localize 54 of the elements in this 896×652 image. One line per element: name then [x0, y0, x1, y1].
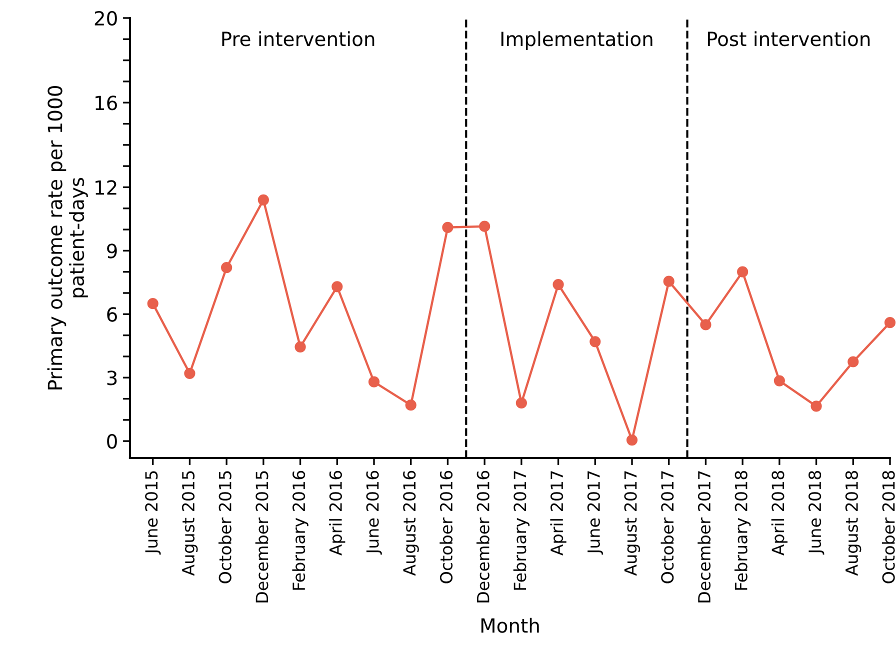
- x-tick-label: August 2017: [624, 471, 640, 576]
- x-tick-label: February 2018: [734, 470, 751, 590]
- point: [884, 317, 896, 328]
- x-tick-label: October 2016: [440, 470, 453, 584]
- y-tick-label: 0: [107, 434, 117, 449]
- x-tick-label: August 2018: [845, 470, 862, 576]
- y-tick-label: 3: [107, 370, 117, 386]
- point: [184, 368, 196, 379]
- x-tick-label: February 2017: [513, 471, 530, 590]
- annotation: Post intervention: [708, 31, 870, 46]
- x-tick-label: December 2016: [476, 470, 490, 602]
- point: [405, 400, 416, 411]
- point: [294, 341, 306, 352]
- y-tick-label: 6: [107, 307, 117, 322]
- point: [368, 376, 380, 388]
- y-tick-label: 20: [94, 10, 117, 26]
- point: [737, 266, 748, 278]
- point: [332, 281, 343, 292]
- x-tick-label: June 2018: [808, 470, 824, 555]
- point: [442, 222, 454, 233]
- point: [479, 220, 490, 232]
- x-tick-label: October 2018: [882, 470, 895, 584]
- x-tick-label: August 2015: [182, 471, 198, 576]
- point: [516, 397, 527, 409]
- point: [700, 319, 712, 330]
- point: [147, 298, 158, 310]
- point: [626, 434, 638, 446]
- y-tick-label: 9: [107, 244, 117, 258]
- point: [590, 336, 601, 348]
- x-tick-label: February 2016: [292, 470, 308, 590]
- x-tick-label: June 2015: [145, 471, 161, 555]
- point: [552, 278, 564, 290]
- point: [810, 400, 822, 412]
- annotation: Pre intervention: [222, 31, 374, 46]
- x-tick-label: December 2015: [255, 471, 268, 602]
- x-tick-label: August 2016: [403, 470, 419, 576]
- point: [221, 262, 232, 274]
- y-axis-title: Primary outcome rate per 1000 patient-days: [47, 86, 88, 390]
- x-tick-label: October 2015: [218, 471, 232, 584]
- x-tick-label: April 2017: [550, 471, 566, 556]
- y-tick-label: 12: [96, 180, 116, 195]
- x-tick-label: April 2018: [771, 470, 788, 556]
- x-tick-label: June 2017: [587, 471, 604, 555]
- x-tick-label: October 2017: [660, 471, 674, 584]
- point: [258, 194, 269, 206]
- x-tick-label: June 2016: [366, 470, 382, 555]
- x-axis-title: Month: [481, 618, 539, 633]
- y-tick-label: 16: [96, 96, 117, 110]
- point: [848, 356, 859, 368]
- x-tick-label: December 2017: [698, 471, 711, 602]
- point: [663, 276, 674, 287]
- annotation: Implementation: [501, 31, 652, 50]
- x-tick-label: April 2016: [329, 470, 346, 556]
- point: [774, 375, 785, 386]
